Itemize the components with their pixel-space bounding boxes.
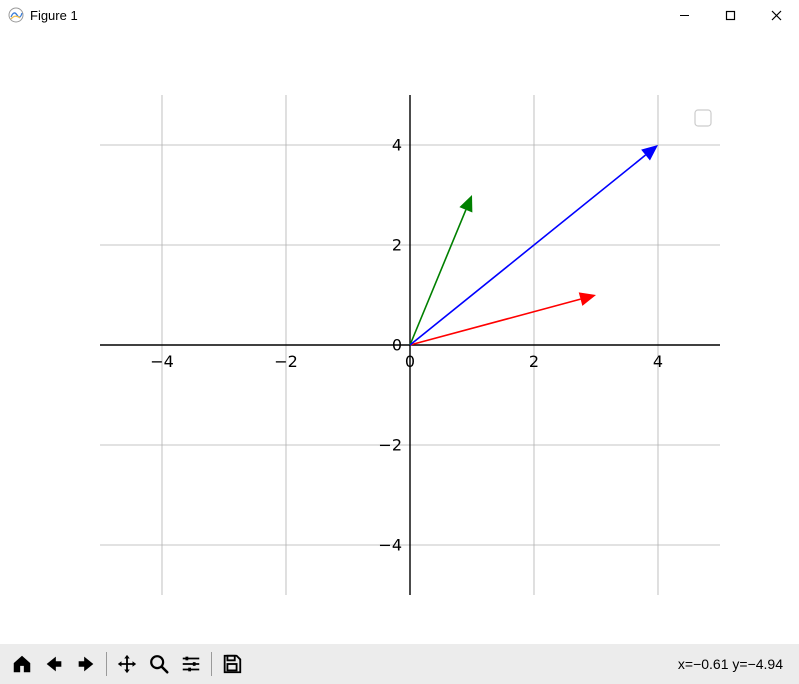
svg-text:2: 2 [392,236,402,255]
svg-text:−4: −4 [378,536,402,555]
minimize-button[interactable] [661,0,707,30]
svg-text:−2: −2 [378,436,402,455]
svg-text:−4: −4 [150,352,174,371]
configure-subplots-button[interactable] [176,649,206,679]
home-button[interactable] [7,649,37,679]
figure-window: Figure 1 −4 −2 0 2 4 −4 −2 0 2 4 [0,0,799,684]
maximize-button[interactable] [707,0,753,30]
save-button[interactable] [217,649,247,679]
svg-text:4: 4 [653,352,663,371]
toolbar-separator [106,652,107,676]
cursor-coordinates: x=−0.61 y=−4.94 [678,656,783,672]
svg-text:0: 0 [405,352,415,371]
svg-text:0: 0 [392,336,402,355]
forward-button[interactable] [71,649,101,679]
app-icon [8,7,24,23]
back-button[interactable] [39,649,69,679]
window-title: Figure 1 [30,8,78,23]
titlebar: Figure 1 [0,0,799,30]
svg-text:−2: −2 [274,352,298,371]
pan-button[interactable] [112,649,142,679]
svg-text:4: 4 [392,136,402,155]
toolbar-separator [211,652,212,676]
close-button[interactable] [753,0,799,30]
navigation-toolbar: x=−0.61 y=−4.94 [0,644,799,684]
figure-canvas[interactable]: −4 −2 0 2 4 −4 −2 0 2 4 [0,30,799,644]
svg-text:2: 2 [529,352,539,371]
plot-svg: −4 −2 0 2 4 −4 −2 0 2 4 [0,30,799,644]
zoom-button[interactable] [144,649,174,679]
